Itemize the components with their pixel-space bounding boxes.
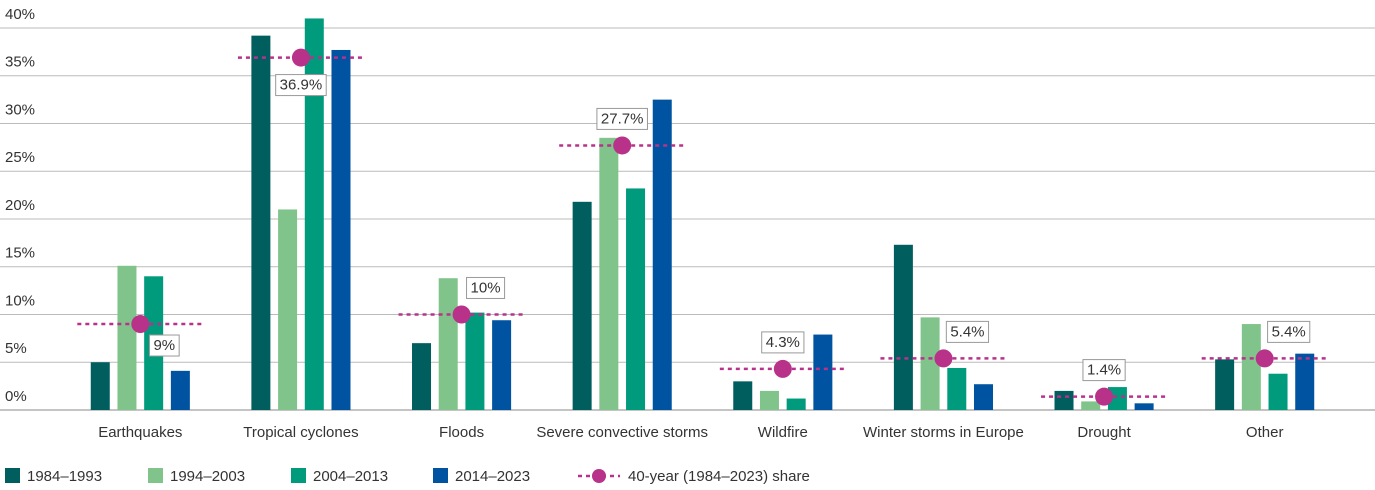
bar xyxy=(1295,353,1315,410)
share-dot xyxy=(131,315,150,334)
share-label: 4.3% xyxy=(766,334,800,351)
bar xyxy=(1215,359,1235,410)
share-dot xyxy=(613,136,632,155)
x-tick-label: Winter storms in Europe xyxy=(863,424,1024,441)
x-tick-label: Floods xyxy=(439,424,484,441)
share-dot xyxy=(934,349,953,368)
share-label-box xyxy=(945,320,990,343)
share-label-box xyxy=(275,74,327,97)
y-tick-label: 35% xyxy=(5,54,35,71)
bar xyxy=(1054,390,1074,410)
bar xyxy=(412,343,432,410)
bar xyxy=(1241,324,1261,410)
y-tick-label: 30% xyxy=(5,101,35,118)
bar xyxy=(331,49,351,411)
share-label: 36.9% xyxy=(280,77,323,94)
legend-swatch xyxy=(433,468,448,483)
share-label-box xyxy=(761,331,805,354)
y-tick-label: 25% xyxy=(5,149,35,166)
x-tick-label: Wildfire xyxy=(758,424,808,441)
bar xyxy=(251,35,271,410)
share-label: 10% xyxy=(471,279,501,296)
bar xyxy=(492,320,512,410)
bar xyxy=(117,265,137,410)
y-tick-label: 0% xyxy=(5,388,27,405)
x-tick-label: Tropical cyclones xyxy=(243,424,358,441)
legend-label: 1984–1993 xyxy=(27,468,102,485)
share-dot xyxy=(1255,349,1274,368)
bar xyxy=(278,209,298,410)
bar xyxy=(1134,403,1154,410)
y-tick-label: 5% xyxy=(5,340,27,357)
x-tick-label: Other xyxy=(1246,424,1284,441)
bar xyxy=(304,18,324,410)
bar xyxy=(947,367,967,410)
share-label-box xyxy=(596,107,648,130)
y-tick-label: 40% xyxy=(5,6,35,23)
legend-label: 40-year (1984–2023) share xyxy=(628,468,810,485)
bar xyxy=(572,201,592,410)
share-label-box xyxy=(1267,320,1311,343)
share-label: 1.4% xyxy=(1087,362,1121,379)
bar xyxy=(1107,387,1127,410)
bar xyxy=(90,362,110,410)
share-dot xyxy=(452,305,471,324)
y-tick-label: 15% xyxy=(5,245,35,262)
legend-swatch xyxy=(291,468,306,483)
x-tick-label: Earthquakes xyxy=(98,424,182,441)
bar xyxy=(786,398,806,410)
bar xyxy=(438,278,458,410)
bar xyxy=(1268,373,1288,410)
bar xyxy=(626,188,646,410)
y-tick-label: 10% xyxy=(5,292,35,309)
share-label: 5.4% xyxy=(950,323,984,340)
legend-label: 1994–2003 xyxy=(170,468,245,485)
bar xyxy=(973,384,993,410)
bar xyxy=(813,334,833,410)
bar xyxy=(1081,401,1101,410)
x-tick-label: Severe convective storms xyxy=(536,424,708,441)
y-tick-label: 20% xyxy=(5,197,35,214)
bar xyxy=(733,381,753,410)
bar xyxy=(759,390,779,410)
bar xyxy=(170,370,190,410)
bar xyxy=(599,137,619,410)
share-dot xyxy=(1095,387,1114,406)
legend-label: 2004–2013 xyxy=(313,468,388,485)
legend-label: 2014–2023 xyxy=(455,468,530,485)
legend-swatch xyxy=(5,468,20,483)
share-label-box xyxy=(466,276,506,299)
x-tick-label: Drought xyxy=(1077,424,1131,441)
bar xyxy=(465,312,485,410)
legend-share-dot xyxy=(592,469,606,483)
bar xyxy=(652,99,672,410)
legend-swatch xyxy=(148,468,163,483)
share-label: 27.7% xyxy=(601,110,644,127)
share-dot xyxy=(291,48,310,67)
share-label-box xyxy=(1082,359,1126,382)
share-label-box xyxy=(148,334,180,357)
share-label: 5.4% xyxy=(1272,323,1306,340)
share-dot xyxy=(773,359,792,378)
bar xyxy=(893,244,913,410)
share-label: 9% xyxy=(153,337,175,354)
bar xyxy=(920,317,940,410)
